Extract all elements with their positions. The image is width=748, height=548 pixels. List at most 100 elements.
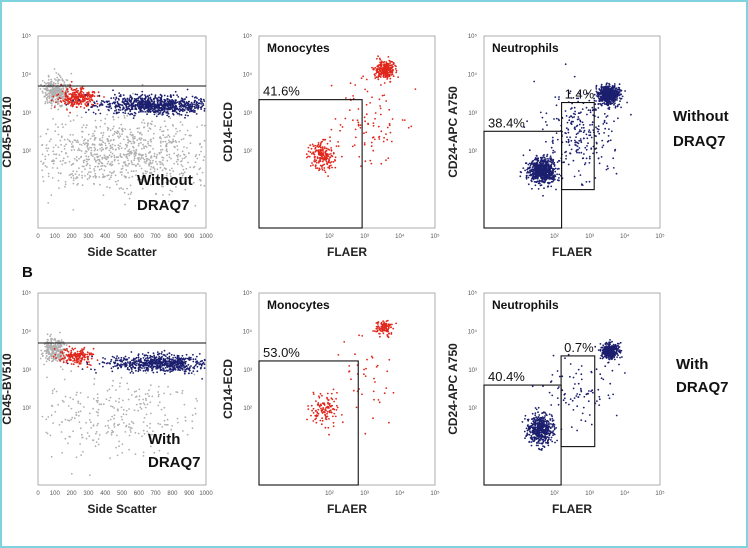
data-point: [612, 100, 615, 103]
x-tick-label: 10³: [585, 234, 594, 240]
data-point: [348, 109, 351, 111]
data-point: [173, 107, 176, 110]
data-point: [526, 120, 528, 123]
section-label: B: [22, 264, 33, 281]
data-point: [70, 143, 73, 145]
data-point: [50, 357, 53, 360]
data-point: [379, 113, 382, 116]
data-point: [595, 100, 597, 102]
data-point: [138, 111, 140, 113]
data-point: [49, 335, 51, 337]
data-point: [81, 96, 84, 99]
data-point: [543, 154, 545, 156]
data-point: [569, 136, 571, 139]
data-point: [606, 140, 609, 143]
data-point: [370, 141, 373, 144]
data-point: [156, 176, 158, 179]
data-point: [551, 140, 554, 143]
data-point: [59, 104, 61, 107]
data-point: [64, 102, 66, 105]
data-point: [374, 117, 376, 120]
data-point: [78, 362, 81, 365]
data-point: [66, 103, 69, 105]
data-point: [110, 107, 113, 110]
data-point: [45, 147, 48, 150]
data-point: [118, 92, 121, 94]
data-point: [171, 104, 174, 106]
data-point: [173, 162, 176, 165]
data-point: [372, 136, 375, 139]
data-point: [175, 127, 177, 130]
data-point: [64, 162, 66, 164]
data-point: [132, 92, 134, 95]
data-point: [121, 167, 124, 170]
data-point: [354, 84, 357, 86]
data-point: [165, 174, 168, 177]
data-point: [159, 112, 161, 115]
data-point: [181, 98, 184, 101]
data-point: [305, 153, 308, 156]
data-point: [600, 95, 602, 98]
data-point: [104, 122, 106, 125]
data-point: [130, 96, 133, 98]
data-point: [138, 160, 141, 163]
data-point: [382, 73, 385, 76]
data-point: [66, 155, 69, 158]
data-point: [330, 128, 333, 131]
data-point: [565, 155, 568, 157]
data-point: [124, 161, 126, 163]
x-tick-label: 10²: [550, 234, 559, 240]
data-point: [552, 176, 555, 179]
data-point: [183, 171, 186, 174]
data-point: [598, 132, 601, 135]
data-point: [322, 153, 325, 156]
data-point: [373, 138, 376, 141]
data-point: [569, 90, 572, 93]
data-point: [107, 140, 110, 143]
data-point: [341, 126, 344, 128]
data-point: [185, 155, 187, 158]
data-point: [70, 351, 73, 354]
data-point: [59, 343, 62, 346]
data-point: [392, 63, 394, 66]
data-point: [60, 150, 63, 153]
data-point: [69, 133, 72, 136]
data-point: [375, 72, 377, 75]
data-point: [363, 116, 366, 119]
data-point: [618, 88, 621, 91]
data-point: [202, 98, 205, 101]
data-point: [126, 153, 129, 156]
data-point: [203, 100, 206, 102]
data-point: [142, 110, 144, 113]
data-point: [591, 121, 594, 124]
data-point: [127, 163, 130, 165]
data-point: [160, 109, 163, 111]
population-flaer-neg: [519, 149, 564, 197]
data-point: [70, 99, 72, 102]
data-point: [392, 61, 395, 64]
data-point: [57, 340, 60, 343]
data-point: [52, 345, 55, 347]
data-point: [390, 60, 393, 63]
data-point: [127, 150, 130, 153]
data-point: [118, 127, 121, 130]
data-point: [554, 167, 557, 170]
data-point: [107, 174, 110, 177]
data-point: [377, 78, 380, 81]
condition-label: DRAQ7: [673, 133, 726, 150]
data-point: [48, 101, 51, 104]
data-point: [87, 155, 90, 158]
data-point: [379, 76, 382, 78]
data-point: [142, 104, 145, 106]
data-point: [621, 95, 624, 98]
data-point: [606, 92, 609, 94]
data-point: [527, 176, 530, 179]
panel-title: Monocytes: [267, 41, 330, 55]
data-point: [43, 81, 46, 84]
x-tick-label: 200: [67, 234, 78, 240]
data-point: [156, 153, 159, 156]
data-point: [145, 158, 148, 160]
data-point: [141, 121, 143, 124]
data-point: [173, 106, 176, 108]
data-point: [187, 103, 189, 105]
